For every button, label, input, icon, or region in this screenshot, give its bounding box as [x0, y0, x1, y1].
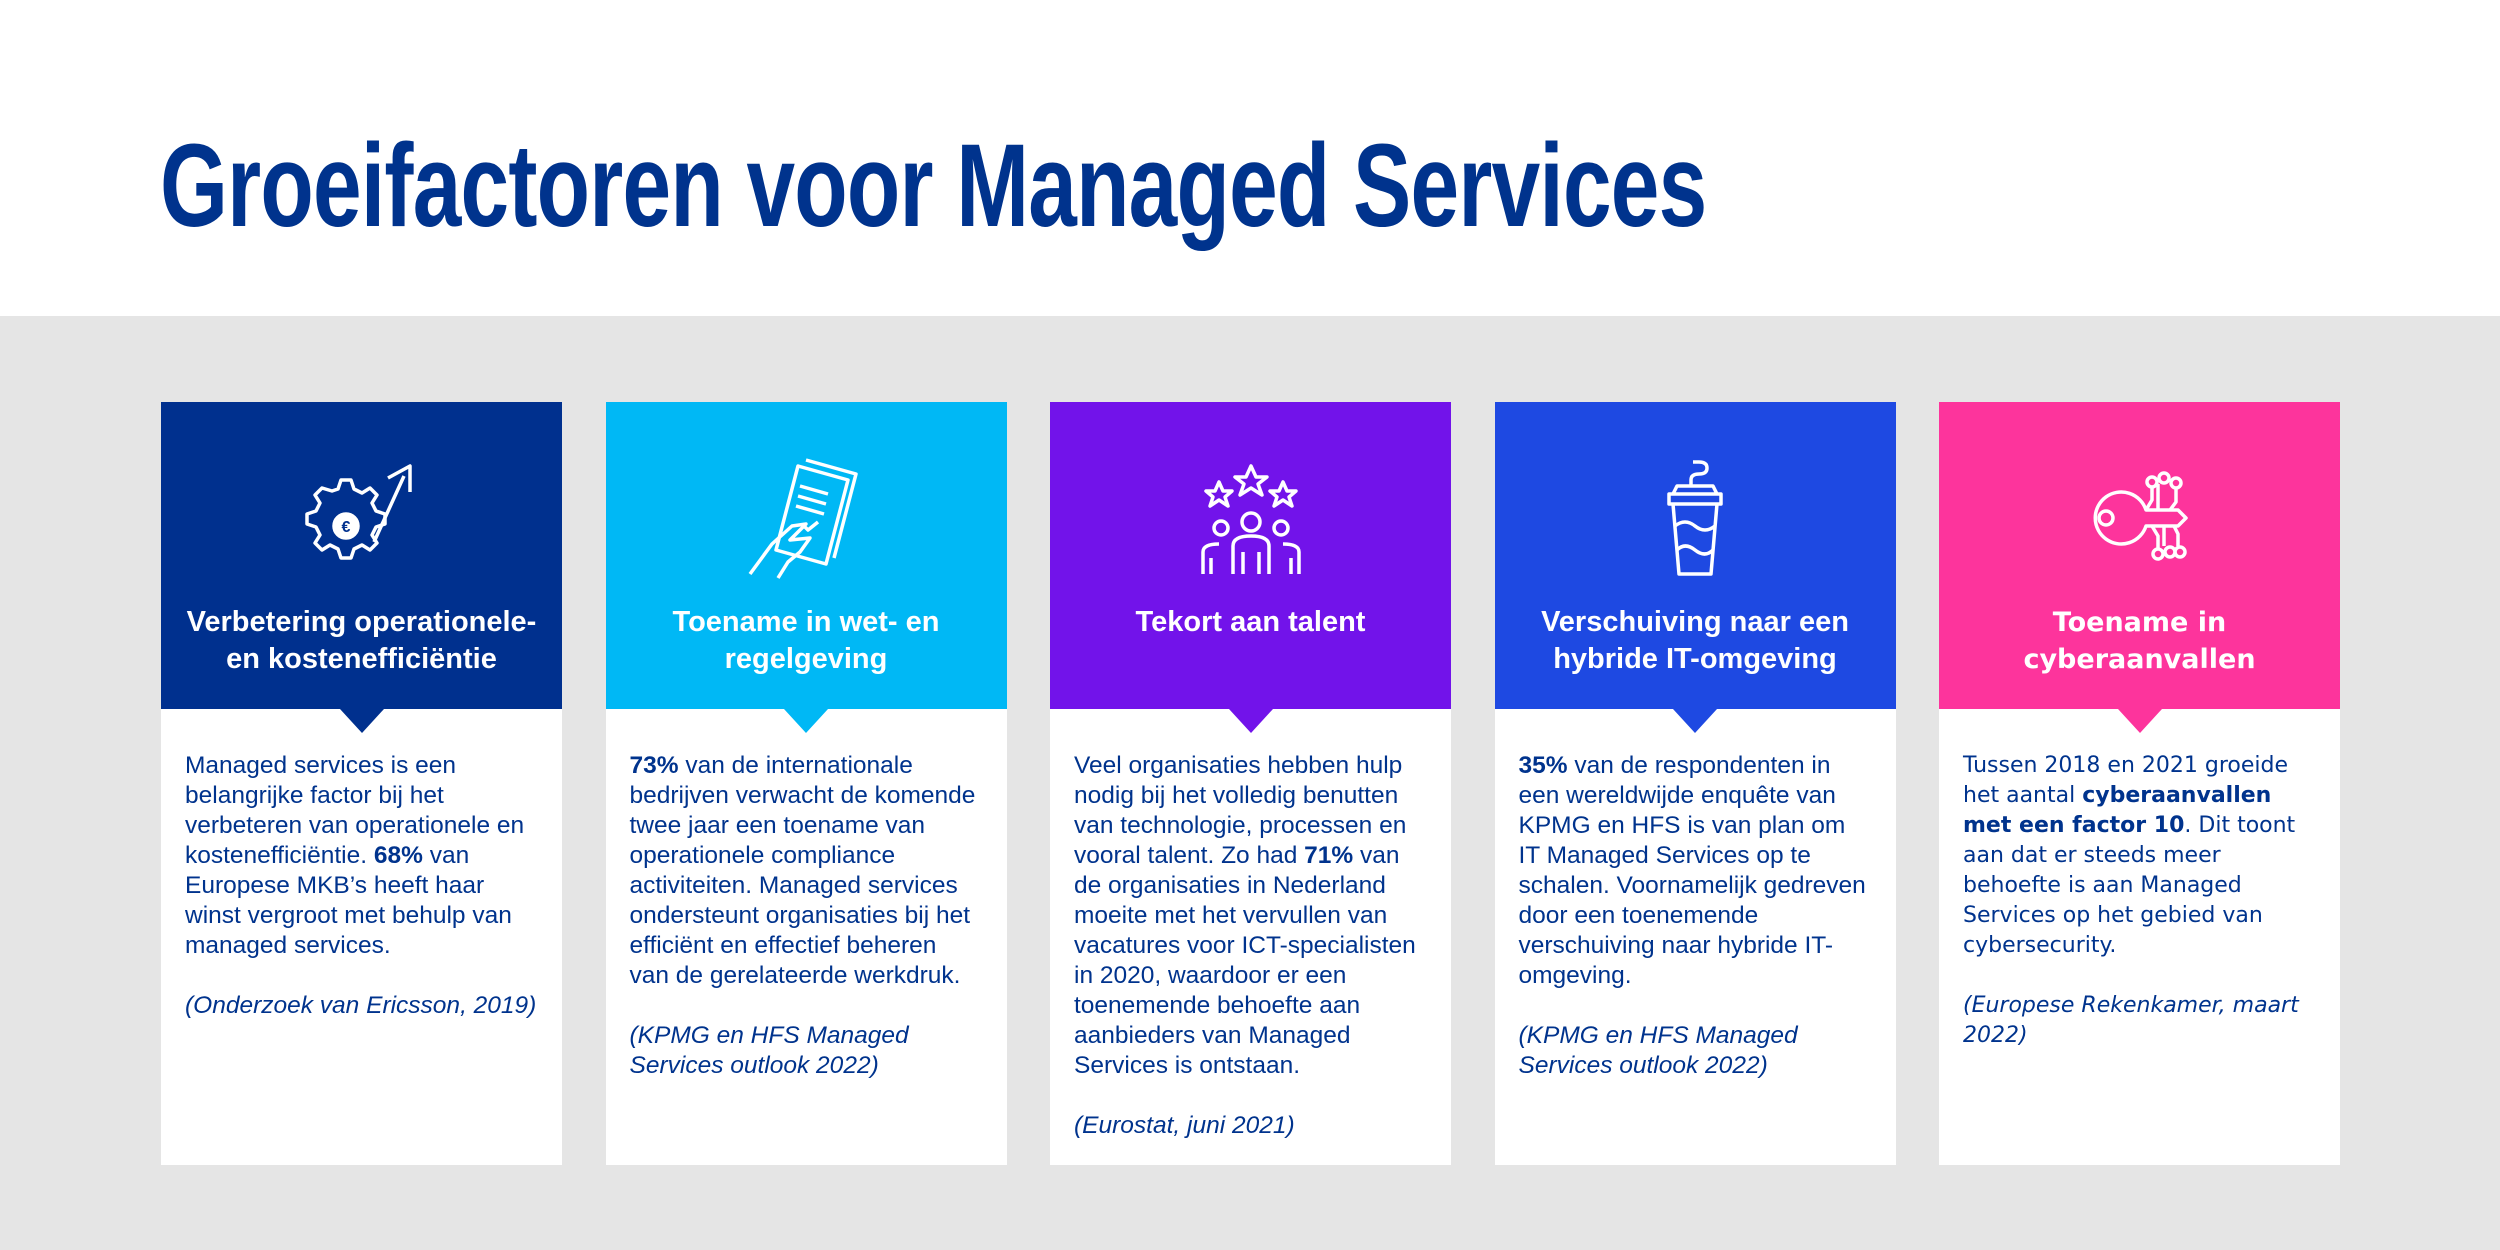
card-body: 73% van de internationale bedrijven verw…: [606, 709, 1007, 1081]
text-segment: Managed services is een belangrijke fact…: [185, 752, 525, 869]
card-header: Verschuiving naar een hybride IT-omgeving: [1494, 402, 1896, 733]
text-segment: van Europese MKB’s heeft haar winst verg…: [185, 842, 512, 959]
card-source: (Eurostat, juni 2021): [1074, 1112, 1295, 1139]
page-title: Groeifactoren voor Managed Services: [160, 120, 1707, 252]
card-source: (Europese Rekenkamer, maart 2022): [1963, 993, 2299, 1048]
card-title: Toename in wet- en regelgeving: [672, 606, 940, 675]
card-body: Tussen 2018 en 2021 groeide het aantal c…: [1939, 709, 2340, 1051]
card-source: (KPMG en HFS Managed Services outlook 20…: [629, 1022, 909, 1079]
card-body: Managed services is een belangrijke fact…: [161, 709, 562, 1021]
gear-euro-arrow-icon: €: [304, 464, 412, 560]
text-segment: 73%: [629, 752, 679, 779]
card-title: Verbetering operationele-en kosteneffici…: [186, 606, 537, 675]
card-header: € Verbetering operationele-en kosteneffi…: [161, 402, 562, 733]
text-segment: Tussen 2018 en 2021 groeide het aantal: [1963, 753, 2289, 808]
text-segment: van de internationale bedrijven verwacht…: [629, 752, 976, 989]
card-header: Toename in wet- en regelgeving: [605, 402, 1007, 733]
hand-document-icon: [748, 458, 858, 579]
card-text: Tussen 2018 en 2021 groeide het aantal c…: [1963, 751, 2316, 961]
card-header: Toename in cyberaanvallen: [1939, 402, 2340, 733]
card-1: € Verbetering operationele-en kosteneffi…: [161, 402, 562, 1165]
text-segment: 71%: [1304, 842, 1354, 869]
text-segment: Veel organisaties hebben hulp nodig bij …: [1074, 752, 1407, 869]
text-segment: . Dit toont aan dat er steeds meer behoe…: [1963, 813, 2296, 958]
card-title: Verschuiving naar een hybride IT-omgeving: [1541, 606, 1849, 675]
card-5: Toename in cyberaanvallen Tussen 2018 en …: [1939, 402, 2340, 1165]
svg-text:€: €: [341, 519, 350, 536]
card-header: Tekort aan talent: [1050, 402, 1451, 733]
card-title: Toename in cyberaanvallen: [2023, 607, 2256, 675]
card-text: Veel organisaties hebben hulp nodig bij …: [1074, 751, 1427, 1081]
card-source: (Onderzoek van Ericsson, 2019): [185, 992, 537, 1019]
text-segment: van de respondenten in een wereldwijde e…: [1518, 752, 1866, 989]
text-segment: van de organisaties in Nederland moeite …: [1074, 842, 1416, 1079]
card-3: Tekort aan talent Veel organisaties hebb…: [1050, 402, 1451, 1165]
card-title: Tekort aan talent: [1135, 606, 1366, 638]
cup-icon: [1667, 460, 1723, 576]
card-text: 73% van de internationale bedrijven verw…: [630, 751, 983, 991]
card-source: (KPMG en HFS Managed Services outlook 20…: [1518, 1022, 1798, 1079]
card-text: 35% van de respondenten in een wereldwij…: [1519, 751, 1872, 991]
text-segment: 35%: [1518, 752, 1568, 779]
card-body: Veel organisaties hebben hulp nodig bij …: [1050, 709, 1451, 1141]
text-segment: cyberaanvallen met een factor 10: [1963, 783, 2272, 838]
people-stars-icon: [1200, 464, 1301, 574]
card-body: 35% van de respondenten in een wereldwij…: [1495, 709, 1896, 1081]
text-segment: 68%: [373, 842, 423, 869]
digital-key-icon: [2093, 471, 2188, 561]
card-text: Managed services is een belangrijke fact…: [185, 751, 538, 961]
card-2: Toename in wet- en regelgeving 73% van de…: [605, 402, 1007, 1165]
card-4: Verschuiving naar een hybride IT-omgeving…: [1494, 402, 1896, 1165]
